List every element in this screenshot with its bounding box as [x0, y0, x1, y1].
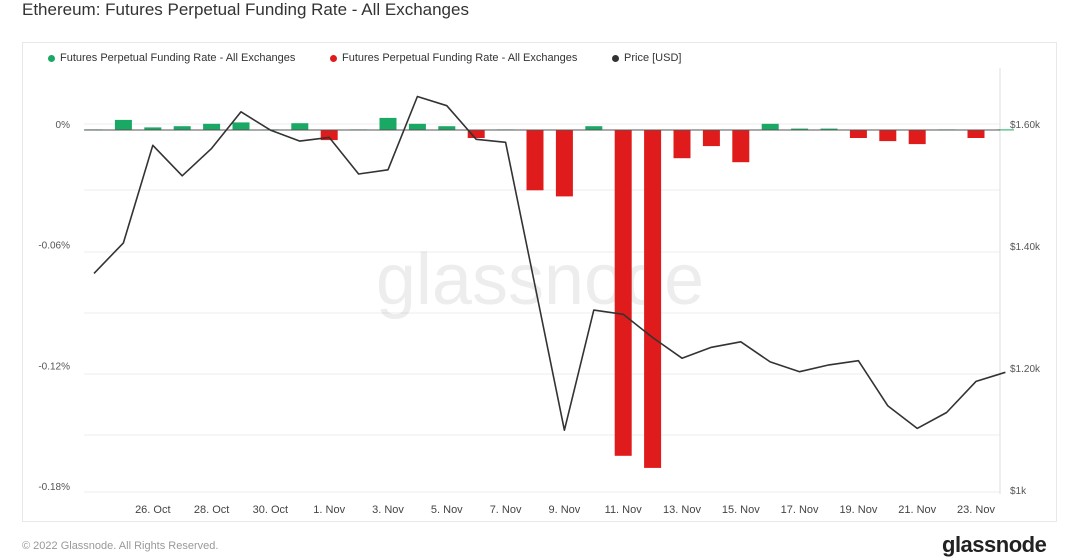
- copyright: © 2022 Glassnode. All Rights Reserved.: [22, 540, 219, 552]
- legend-item-funding-positive[interactable]: Futures Perpetual Funding Rate - All Exc…: [48, 52, 295, 64]
- legend-swatch-red: [330, 54, 337, 62]
- left-axis-tick-label: -0.12%: [38, 361, 70, 372]
- funding-bar[interactable]: [585, 126, 603, 130]
- funding-bar[interactable]: [144, 127, 162, 130]
- funding-bar[interactable]: [555, 130, 573, 197]
- x-axis-tick-label: 5. Nov: [431, 504, 463, 516]
- funding-bar[interactable]: [849, 130, 867, 138]
- grid-lines: [84, 68, 1001, 494]
- funding-bar[interactable]: [114, 119, 132, 130]
- x-axis-tick-label: 23. Nov: [957, 504, 995, 516]
- funding-bar[interactable]: [996, 129, 1014, 131]
- funding-bar[interactable]: [173, 126, 191, 130]
- funding-bar[interactable]: [408, 123, 426, 130]
- funding-bar[interactable]: [791, 128, 809, 130]
- funding-bar[interactable]: [820, 128, 838, 130]
- funding-bar[interactable]: [614, 130, 632, 456]
- legend-item-funding-negative[interactable]: Futures Perpetual Funding Rate - All Exc…: [330, 52, 577, 64]
- x-axis-tick-label: 1. Nov: [313, 504, 345, 516]
- x-axis-tick-label: 11. Nov: [605, 504, 643, 516]
- price-line-group: [93, 95, 1006, 432]
- chart-panel: [22, 42, 1057, 522]
- x-axis-tick-label: 19. Nov: [839, 504, 877, 516]
- x-axis-tick-label: 17. Nov: [781, 504, 819, 516]
- x-axis-tick-label: 7. Nov: [490, 504, 522, 516]
- funding-bar[interactable]: [467, 130, 485, 138]
- price-line[interactable]: [93, 95, 1006, 432]
- x-axis-tick-label: 26. Oct: [135, 504, 170, 516]
- funding-bar[interactable]: [732, 130, 750, 163]
- funding-bar[interactable]: [761, 123, 779, 130]
- x-axis-tick-label: 15. Nov: [722, 504, 760, 516]
- funding-bar[interactable]: [232, 122, 250, 130]
- funding-bar[interactable]: [908, 130, 926, 145]
- funding-bar[interactable]: [673, 130, 691, 159]
- funding-bars: [85, 117, 1014, 468]
- left-axis-tick-label: -0.06%: [38, 241, 70, 252]
- right-axis: $1.60k $1.40k $1.20k $1k: [1010, 120, 1041, 497]
- legend-label: Price [USD]: [624, 52, 682, 64]
- x-axis-tick-label: 9. Nov: [549, 504, 581, 516]
- x-axis-tick-label: 30. Oct: [253, 504, 288, 516]
- brand-logo: glassnode: [942, 532, 1047, 557]
- x-axis-tick-label: 21. Nov: [898, 504, 936, 516]
- funding-bar[interactable]: [644, 130, 662, 468]
- right-axis-tick-label: $1.20k: [1010, 364, 1041, 375]
- funding-bar[interactable]: [379, 117, 397, 130]
- x-axis: 26. Oct 28. Oct 30. Oct 1. Nov 3. Nov 5. Nov 7…: [135, 504, 995, 516]
- left-axis-tick-label: -0.18%: [38, 482, 70, 493]
- left-axis-tick-label: 0%: [56, 120, 71, 131]
- legend-swatch-black: [612, 54, 619, 62]
- funding-bar[interactable]: [967, 130, 985, 138]
- legend-label: Futures Perpetual Funding Rate - All Exc…: [342, 52, 578, 64]
- funding-bar[interactable]: [879, 130, 897, 142]
- right-axis-tick-label: $1k: [1010, 486, 1027, 497]
- funding-bar[interactable]: [702, 130, 720, 147]
- legend-swatch-green: [48, 54, 55, 62]
- funding-bar[interactable]: [526, 130, 544, 191]
- funding-bar[interactable]: [320, 130, 338, 141]
- x-axis-tick-label: 13. Nov: [663, 504, 701, 516]
- funding-bar[interactable]: [438, 126, 456, 130]
- x-axis-tick-label: 3. Nov: [372, 504, 404, 516]
- legend-label: Futures Perpetual Funding Rate - All Exc…: [60, 52, 296, 64]
- x-axis-tick-label: 28. Oct: [194, 504, 229, 516]
- funding-bar[interactable]: [291, 123, 309, 130]
- left-axis: 0% -0.06% -0.12% -0.18%: [38, 120, 70, 493]
- right-axis-tick-label: $1.60k: [1010, 120, 1041, 131]
- page-title: Ethereum: Futures Perpetual Funding Rate…: [22, 0, 469, 19]
- funding-bar[interactable]: [203, 123, 221, 130]
- legend-item-price[interactable]: Price [USD]: [612, 52, 681, 64]
- right-axis-tick-label: $1.40k: [1010, 242, 1041, 253]
